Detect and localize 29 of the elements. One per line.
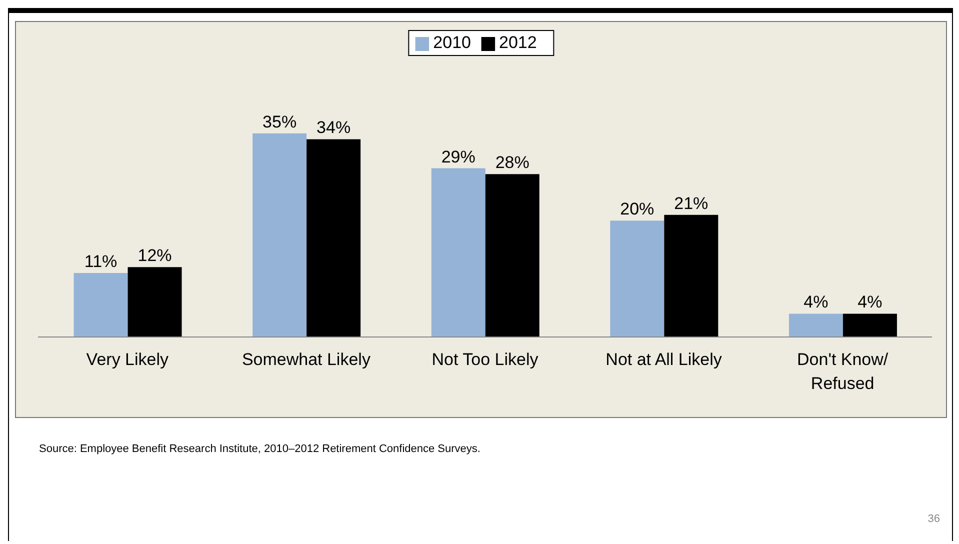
data-label: 20% (620, 200, 654, 219)
data-label: 21% (674, 194, 708, 213)
x-tick-label: Very Likely (86, 350, 169, 369)
data-label: 12% (138, 246, 172, 266)
data-label: 11% (84, 252, 118, 272)
data-label: 28% (495, 153, 530, 172)
bar (788, 314, 843, 337)
bar (306, 139, 361, 337)
data-label: 4% (858, 292, 882, 312)
legend-label: 2012 (499, 33, 537, 52)
x-tick-label: Don't Know/Refused (797, 350, 888, 393)
bar (252, 133, 307, 337)
text: 36 (928, 513, 940, 525)
legend-label: 2010 (433, 33, 471, 52)
bar (485, 174, 540, 337)
data-label: 34% (316, 118, 351, 138)
bar (74, 273, 128, 337)
data-label: 4% (804, 292, 828, 312)
x-tick-label: Not Too Likely (432, 350, 539, 369)
source-note: Source: Employee Benefit Research Institute, 2010–2012 Retirement Confidence Surveys. (39, 443, 480, 455)
x-tick-label: Not at All Likely (606, 350, 722, 369)
bar (842, 314, 897, 337)
bar (128, 267, 182, 337)
bar (610, 220, 664, 337)
bar (431, 168, 486, 337)
data-label: 35% (262, 112, 297, 132)
data-label: 29% (441, 147, 476, 166)
bar (664, 214, 718, 337)
x-tick-label: Somewhat Likely (242, 350, 371, 369)
